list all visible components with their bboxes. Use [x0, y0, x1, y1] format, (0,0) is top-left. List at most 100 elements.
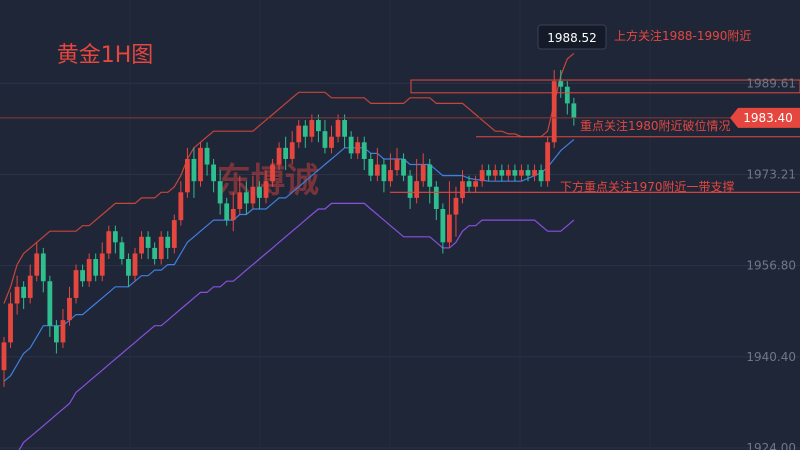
candle: [505, 164, 511, 182]
candle: [473, 175, 478, 193]
candle-body: [302, 125, 308, 137]
candle-body: [80, 270, 85, 282]
candle: [60, 309, 66, 348]
candle-body: [401, 158, 406, 176]
candle: [34, 242, 40, 282]
candle-body: [145, 236, 151, 248]
candle: [551, 70, 557, 148]
candle: [388, 153, 393, 187]
candle: [243, 181, 249, 215]
candle: [165, 231, 171, 260]
candle-body: [433, 186, 439, 209]
candle: [67, 286, 72, 326]
candle: [211, 158, 216, 193]
candle-body: [270, 164, 275, 182]
candle: [99, 242, 105, 282]
candle-body: [414, 181, 420, 198]
candle: [545, 136, 551, 187]
candle: [329, 125, 334, 154]
candle: [93, 253, 99, 282]
candle: [564, 81, 570, 115]
candle-body: [112, 231, 118, 243]
candle: [257, 181, 262, 209]
candle: [224, 197, 230, 226]
candle-body: [27, 275, 33, 298]
candle-body: [185, 158, 190, 193]
candle-body: [73, 270, 79, 298]
candle-body: [447, 214, 452, 243]
candle-body: [571, 103, 577, 118]
candle-body: [512, 170, 518, 176]
candle: [73, 264, 79, 304]
candle-body: [394, 158, 400, 171]
candle-body: [492, 170, 498, 176]
candle-body: [204, 147, 210, 165]
candle-body: [283, 147, 289, 159]
candle: [27, 264, 33, 304]
candle: [355, 136, 361, 159]
candle: [185, 147, 190, 198]
candle: [316, 114, 321, 143]
candle-body: [198, 147, 203, 182]
candle: [381, 158, 387, 193]
candle: [145, 231, 151, 260]
resistance-zone-box: [410, 79, 800, 94]
candle: [21, 281, 27, 310]
candle-body: [486, 170, 492, 176]
candle: [217, 170, 223, 215]
candle: [525, 164, 531, 182]
candlesticks: [1, 70, 577, 387]
candle: [171, 214, 177, 254]
candle: [571, 97, 577, 126]
candle: [479, 164, 485, 187]
candle: [361, 136, 367, 171]
candle-body: [499, 170, 505, 176]
candle-body: [243, 192, 249, 204]
candle-body: [60, 320, 66, 343]
candle: [126, 253, 131, 287]
candle: [178, 181, 184, 226]
candle: [237, 175, 243, 215]
candle-body: [8, 303, 13, 343]
annotation-support: 下方重点关注1970附近一带支撑: [560, 179, 735, 194]
y-tick-label: 1989.61: [746, 76, 796, 90]
candle: [519, 164, 524, 182]
candle: [309, 114, 315, 143]
candle-body: [342, 120, 347, 137]
candle-body: [545, 142, 551, 182]
candle-body: [322, 131, 328, 148]
candle: [427, 158, 433, 204]
candle-body: [86, 259, 92, 282]
annotation-resistance: 上方关注1988-1990附近: [614, 28, 751, 43]
annotation-layer: 上方关注1988-1990附近重点关注1980附近破位情况下方重点关注1970附…: [0, 24, 800, 194]
candle: [47, 275, 53, 337]
last-price-label: 1983.40: [743, 111, 793, 125]
candle: [198, 142, 203, 187]
candle-body: [368, 158, 374, 176]
candle-body: [388, 170, 393, 182]
candle: [191, 147, 197, 198]
candle-body: [309, 120, 315, 137]
y-axis: 1989.61 1973.21 1956.80 1940.40 1924.00: [746, 76, 796, 450]
candle: [447, 181, 452, 248]
candle-body: [407, 175, 413, 198]
candle: [558, 70, 564, 98]
candle-body: [217, 181, 223, 204]
candle-body: [564, 86, 570, 104]
candle: [40, 247, 46, 293]
candle-body: [289, 142, 295, 159]
candle: [283, 136, 289, 171]
candle-body: [158, 236, 164, 260]
tooltip-box: [537, 24, 607, 50]
candle: [230, 192, 236, 232]
candle-body: [466, 181, 472, 187]
candle: [302, 120, 308, 148]
candle-body: [519, 170, 524, 176]
y-tick-label: 1940.40: [746, 350, 796, 364]
candle: [322, 120, 328, 154]
candle: [296, 120, 302, 148]
candle: [492, 164, 498, 182]
candle: [80, 264, 85, 287]
candle: [512, 164, 518, 182]
candle: [86, 253, 92, 287]
